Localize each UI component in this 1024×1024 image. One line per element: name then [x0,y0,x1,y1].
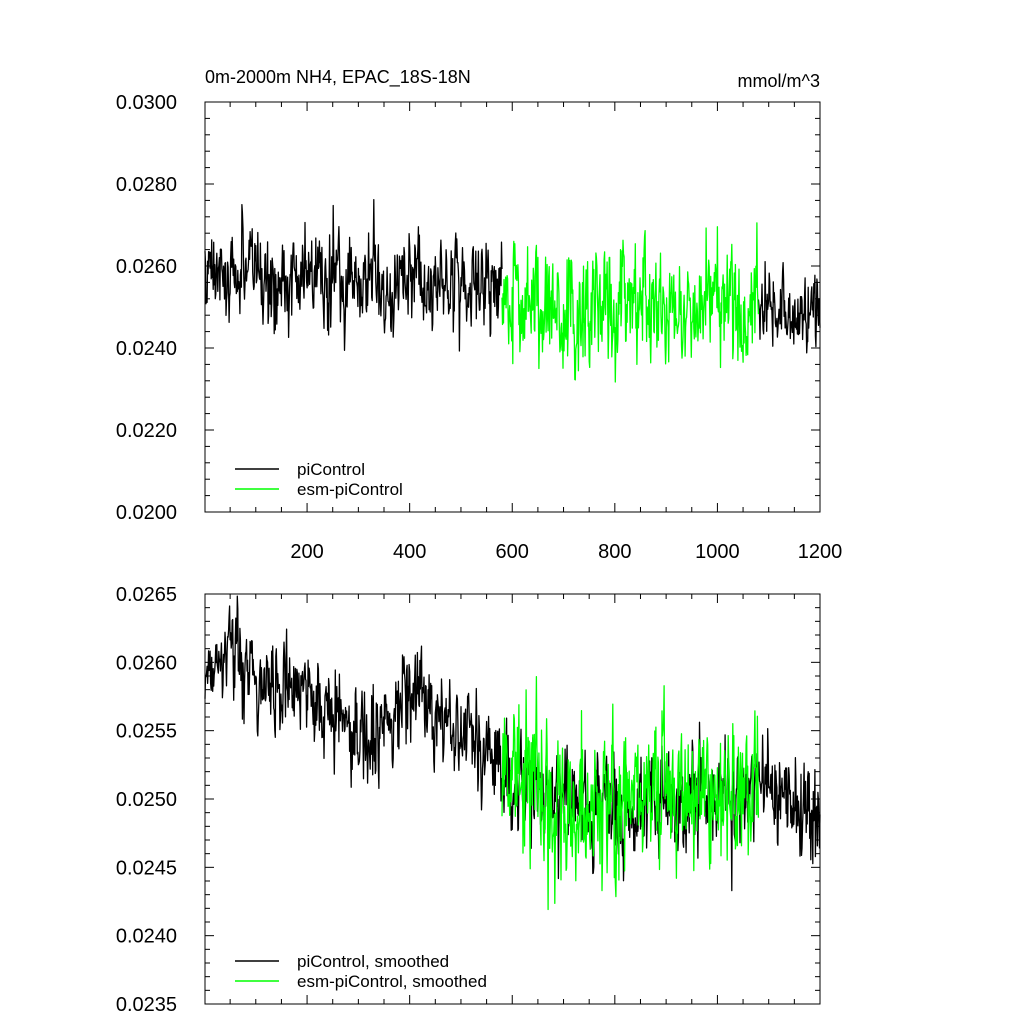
series-line-picontrol [757,261,821,354]
top-y-tick-labels: 0.0200 0.0220 0.0240 0.0260 0.0280 0.0300 [116,92,177,524]
legend-label-esm-picontrol: esm-piControl [297,480,403,499]
legend-label-picontrol-smoothed: piControl, smoothed [297,952,449,971]
y-tick-label: 0.0220 [116,420,177,442]
top-legend: piControl esm-piControl [235,460,403,499]
x-tick-label: 1000 [695,541,740,563]
top-panel-ticks [205,101,821,513]
top-panel-series [204,198,821,383]
legend-label-picontrol: piControl [297,460,365,479]
y-tick-label: 0.0280 [116,174,177,196]
y-tick-label: 0.0260 [116,652,177,674]
series-line-esm-picontrol [501,222,760,383]
x-tick-label: 200 [290,541,323,563]
y-tick-label: 0.0300 [116,92,177,114]
y-tick-label: 0.0265 [116,584,177,606]
x-tick-label: 1200 [798,541,843,563]
bottom-y-tick-labels: 0.0235 0.0240 0.0245 0.0250 0.0255 0.0260 0.02… [116,584,177,1016]
bottom-panel-frame [204,593,821,1005]
top-panel: 0m-2000m NH4, EPAC_18S-18N mmol/m^3 0.02… [116,67,842,563]
y-tick-label: 0.0240 [116,338,177,360]
top-panel-units: mmol/m^3 [738,71,820,91]
x-tick-label: 800 [598,541,631,563]
top-x-tick-labels: 200 400 600 800 1000 1200 [290,541,842,563]
bottom-panel-ticks [205,593,821,1005]
y-tick-label: 0.0235 [116,994,177,1016]
bottom-panel: 0.0235 0.0240 0.0245 0.0250 0.0255 0.0260 0.02… [116,584,821,1016]
bottom-panel-series [204,595,821,911]
x-tick-label: 600 [496,541,529,563]
legend-label-esm-picontrol-smoothed: esm-piControl, smoothed [297,972,487,991]
y-tick-label: 0.0260 [116,256,177,278]
y-tick-label: 0.0250 [116,789,177,811]
top-panel-frame [204,101,821,513]
y-tick-label: 0.0240 [116,926,177,948]
y-tick-label: 0.0245 [116,857,177,879]
series-line-esm-picontrol-smoothed [501,676,760,911]
y-tick-label: 0.0200 [116,502,177,524]
top-panel-title: 0m-2000m NH4, EPAC_18S-18N [205,67,471,88]
y-tick-label: 0.0255 [116,721,177,743]
series-line-picontrol [204,198,503,352]
bottom-legend: piControl, smoothed esm-piControl, smoot… [235,952,487,991]
x-tick-label: 400 [393,541,426,563]
